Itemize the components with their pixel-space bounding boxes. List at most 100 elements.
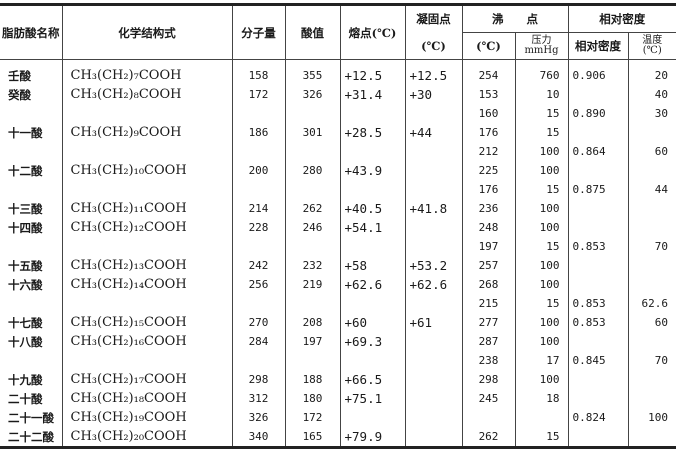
header-melting-point: 熔点(℃) bbox=[340, 5, 405, 60]
cell-mw: 326 bbox=[232, 408, 285, 427]
cell-acid: 165 bbox=[285, 427, 340, 448]
cell-acid: 280 bbox=[285, 161, 340, 180]
cell-fp: +61 bbox=[405, 313, 462, 332]
cell-mw: 214 bbox=[232, 199, 285, 218]
cell-acid: 188 bbox=[285, 370, 340, 389]
cell-fp bbox=[405, 408, 462, 427]
cell-p: 760 bbox=[515, 60, 568, 86]
cell-formula bbox=[62, 237, 232, 256]
cell-fp bbox=[405, 180, 462, 199]
cell-p: 100 bbox=[515, 275, 568, 294]
cell-bp: 262 bbox=[462, 427, 515, 448]
cell-bp: 254 bbox=[462, 60, 515, 86]
cell-fp bbox=[405, 237, 462, 256]
cell-mw: 228 bbox=[232, 218, 285, 237]
cell-t: 40 bbox=[628, 85, 676, 104]
cell-name: 壬酸 bbox=[0, 60, 62, 86]
cell-fp bbox=[405, 161, 462, 180]
cell-mw: 242 bbox=[232, 256, 285, 275]
cell-p: 100 bbox=[515, 218, 568, 237]
cell-mw bbox=[232, 104, 285, 123]
cell-fp bbox=[405, 218, 462, 237]
cell-d: 0.824 bbox=[568, 408, 628, 427]
cell-formula: CH₃(CH₂)₁₈COOH bbox=[62, 389, 232, 408]
cell-acid: 301 bbox=[285, 123, 340, 142]
cell-mw: 256 bbox=[232, 275, 285, 294]
header-acid-value: 酸值 bbox=[285, 5, 340, 60]
cell-mp bbox=[340, 351, 405, 370]
cell-bp: 153 bbox=[462, 85, 515, 104]
cell-d: 0.890 bbox=[568, 104, 628, 123]
cell-bp: 287 bbox=[462, 332, 515, 351]
header-freezing-unit: (℃) bbox=[405, 33, 462, 60]
cell-acid bbox=[285, 142, 340, 161]
cell-fp bbox=[405, 351, 462, 370]
cell-p: 100 bbox=[515, 142, 568, 161]
cell-formula: CH₃(CH₂)₉COOH bbox=[62, 123, 232, 142]
cell-bp: 268 bbox=[462, 275, 515, 294]
cell-p: 15 bbox=[515, 427, 568, 448]
cell-mw bbox=[232, 142, 285, 161]
cell-name: 二十酸 bbox=[0, 389, 62, 408]
cell-t: 20 bbox=[628, 60, 676, 86]
cell-acid: 232 bbox=[285, 256, 340, 275]
cell-bp: 298 bbox=[462, 370, 515, 389]
cell-d: 0.864 bbox=[568, 142, 628, 161]
cell-name: 二十二酸 bbox=[0, 427, 62, 448]
cell-mp: +79.9 bbox=[340, 427, 405, 448]
cell-t bbox=[628, 275, 676, 294]
pressure-unit: mmHg bbox=[516, 46, 568, 56]
cell-mp bbox=[340, 237, 405, 256]
cell-d: 0.853 bbox=[568, 313, 628, 332]
cell-formula: CH₃(CH₂)₁₃COOH bbox=[62, 256, 232, 275]
cell-d bbox=[568, 123, 628, 142]
cell-p: 15 bbox=[515, 237, 568, 256]
cell-d bbox=[568, 389, 628, 408]
cell-mw: 172 bbox=[232, 85, 285, 104]
cell-p: 100 bbox=[515, 161, 568, 180]
cell-fp bbox=[405, 427, 462, 448]
header-freezing-point: 凝固点 bbox=[405, 5, 462, 33]
cell-p: 17 bbox=[515, 351, 568, 370]
header-name: 脂肪酸名称 bbox=[0, 5, 62, 60]
header-bp-temp: (℃) bbox=[462, 33, 515, 60]
cell-name: 二十一酸 bbox=[0, 408, 62, 427]
cell-t: 44 bbox=[628, 180, 676, 199]
cell-t bbox=[628, 256, 676, 275]
cell-acid: 172 bbox=[285, 408, 340, 427]
cell-d bbox=[568, 85, 628, 104]
cell-mw bbox=[232, 237, 285, 256]
cell-bp: 197 bbox=[462, 237, 515, 256]
cell-p: 15 bbox=[515, 180, 568, 199]
cell-bp: 225 bbox=[462, 161, 515, 180]
cell-mw: 158 bbox=[232, 60, 285, 86]
cell-bp: 248 bbox=[462, 218, 515, 237]
cell-bp: 238 bbox=[462, 351, 515, 370]
cell-p: 10 bbox=[515, 85, 568, 104]
cell-formula bbox=[62, 142, 232, 161]
cell-bp: 236 bbox=[462, 199, 515, 218]
cell-name: 十六酸 bbox=[0, 275, 62, 294]
cell-p: 18 bbox=[515, 389, 568, 408]
cell-name bbox=[0, 180, 62, 199]
cell-mp bbox=[340, 180, 405, 199]
cell-acid bbox=[285, 351, 340, 370]
cell-name: 十八酸 bbox=[0, 332, 62, 351]
cell-mw: 186 bbox=[232, 123, 285, 142]
fatty-acid-properties-table: 脂肪酸名称 化学结构式 分子量 酸值 熔点(℃) 凝固点 沸 点 相对密度 (℃… bbox=[0, 3, 676, 449]
cell-fp bbox=[405, 370, 462, 389]
cell-p: 100 bbox=[515, 332, 568, 351]
cell-fp: +41.8 bbox=[405, 199, 462, 218]
cell-t: 60 bbox=[628, 313, 676, 332]
cell-acid bbox=[285, 104, 340, 123]
